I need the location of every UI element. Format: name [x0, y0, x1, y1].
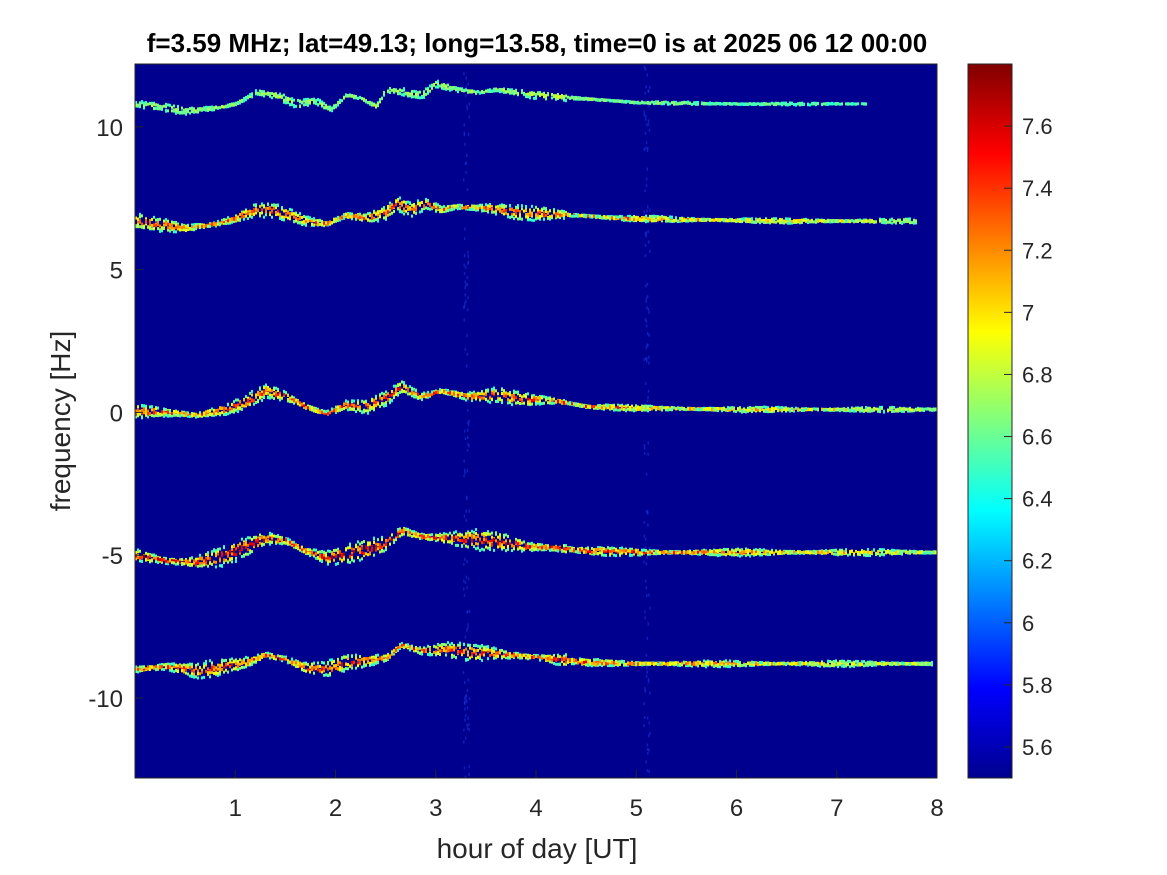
colorbar-tick-label: 6.8 — [1022, 362, 1053, 387]
x-tick-label: 4 — [529, 795, 542, 822]
heatmap-layer — [135, 65, 937, 778]
trace-band-2 — [135, 196, 917, 234]
y-tick-label: 10 — [96, 115, 123, 142]
plot-area — [135, 64, 937, 778]
x-tick-label: 6 — [730, 795, 743, 822]
y-axis: 10 5 0 -5 -10 — [88, 115, 143, 713]
colorbar-tick-label: 6.2 — [1022, 549, 1053, 574]
colorbar-tick-label: 7.4 — [1022, 176, 1053, 201]
colorbar-tick-label: 5.8 — [1022, 673, 1053, 698]
x-tick-label: 1 — [229, 795, 242, 822]
noise-column — [462, 72, 471, 778]
colorbar-tick-label: 7 — [1022, 300, 1034, 325]
y-tick-label: -5 — [102, 543, 123, 570]
colorbar-tick-label: 7.6 — [1022, 114, 1053, 139]
axes-frame — [134, 63, 938, 779]
plot-background — [135, 64, 937, 778]
x-tick-label: 2 — [329, 795, 342, 822]
trace-band-5 — [135, 641, 933, 680]
noise-column — [643, 65, 651, 773]
x-tick-label: 5 — [630, 795, 643, 822]
x-tick-label: 7 — [830, 795, 843, 822]
colorbar-ticks: 7.6 7.4 7.2 7 6.8 6.6 6.4 6.2 6 5.8 5.6 — [1004, 114, 1053, 760]
colorbar-tick-label: 7.2 — [1022, 238, 1053, 263]
trace-band-1 — [135, 79, 867, 116]
colorbar-gradient — [967, 63, 1013, 779]
y-tick-label: -10 — [88, 686, 123, 713]
colorbar-tick-label: 6.4 — [1022, 487, 1053, 512]
y-tick-label: 0 — [110, 400, 123, 427]
chart-title: f=3.59 MHz; lat=49.13; long=13.58, time=… — [147, 28, 927, 58]
y-tick-label: 5 — [110, 258, 123, 285]
x-axis: 1 2 3 4 5 6 7 8 — [229, 770, 944, 822]
colorbar-tick-label: 5.6 — [1022, 735, 1053, 760]
x-tick-label: 3 — [429, 795, 442, 822]
colorbar-tick-label: 6.6 — [1022, 425, 1053, 450]
x-axis-label: hour of day [UT] — [437, 833, 638, 864]
x-tick-label: 8 — [930, 795, 943, 822]
trace-band-4 — [135, 526, 937, 569]
trace-band-3 — [135, 380, 937, 420]
colorbar: 7.6 7.4 7.2 7 6.8 6.6 6.4 6.2 6 5.8 5.6 — [967, 63, 1053, 779]
y-axis-label: frequency [Hz] — [45, 331, 76, 512]
colorbar-tick-label: 6 — [1022, 611, 1034, 636]
